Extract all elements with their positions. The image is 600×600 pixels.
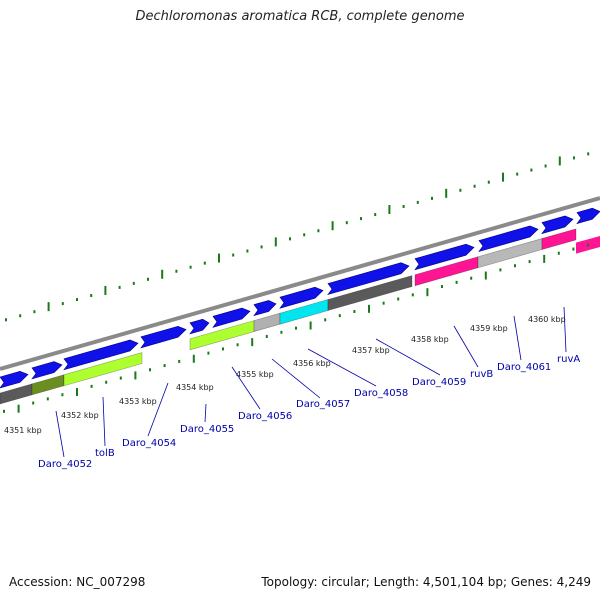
gene-label: Daro_4056 bbox=[238, 411, 292, 422]
reverse-gene bbox=[253, 312, 281, 333]
gene-label-leader bbox=[307, 348, 377, 387]
kbp-tick-label: 4355 kbp bbox=[236, 370, 274, 379]
forward-gene bbox=[189, 318, 210, 335]
reverse-gene bbox=[541, 228, 577, 250]
gene-label: tolB bbox=[95, 448, 115, 459]
gene-label-leader bbox=[231, 366, 261, 410]
kbp-tick-label: 4360 kbp bbox=[528, 315, 566, 324]
gene-label: Daro_4059 bbox=[412, 377, 466, 388]
kbp-tick-label: 4357 kbp bbox=[352, 346, 390, 355]
gene-label: Daro_4058 bbox=[354, 388, 408, 399]
gene-label: Daro_4052 bbox=[38, 459, 92, 470]
gene-label-leader bbox=[271, 358, 321, 399]
forward-gene-track bbox=[0, 207, 600, 389]
map-title: Dechloromonas aromatica RCB, complete ge… bbox=[135, 9, 465, 24]
gene-label: Daro_4057 bbox=[296, 399, 350, 410]
gene-label-leader bbox=[513, 315, 522, 361]
kbp-tick-label: 4354 kbp bbox=[176, 383, 214, 392]
gene-label: Daro_4061 bbox=[497, 362, 551, 373]
kbp-tick-label: 4358 kbp bbox=[411, 335, 449, 344]
kbp-tick-label: 4351 kbp bbox=[4, 426, 42, 435]
gene-label-leader bbox=[55, 410, 65, 458]
forward-gene bbox=[279, 286, 324, 309]
reverse-gene-track bbox=[0, 228, 600, 405]
forward-gene bbox=[414, 243, 475, 271]
forward-gene bbox=[253, 300, 277, 317]
kbp-ruler: 4351 kbp 4352 kbp 4353 kbp 4354 kbp 4355 kbp… bbox=[3, 243, 589, 435]
gene-label: Daro_4054 bbox=[122, 438, 176, 449]
reverse-gene bbox=[63, 352, 143, 387]
gene-label-leader bbox=[563, 306, 567, 353]
forward-gene bbox=[140, 325, 187, 349]
genome-summary-label: Topology: circular; Length: 4,501,104 bp… bbox=[261, 575, 591, 589]
forward-gene bbox=[478, 225, 539, 253]
forward-gene bbox=[327, 262, 410, 296]
kbp-tick-label: 4352 kbp bbox=[61, 411, 99, 420]
reverse-gene bbox=[327, 275, 413, 311]
gene-label: ruvB bbox=[470, 369, 493, 380]
gc-skew-track bbox=[5, 152, 590, 322]
forward-gene bbox=[576, 207, 600, 225]
kbp-tick-label: 4353 kbp bbox=[119, 397, 157, 406]
gene-label-leader bbox=[453, 325, 479, 368]
kbp-tick-label: 4359 kbp bbox=[470, 324, 508, 333]
backbone-line bbox=[0, 196, 600, 371]
forward-gene bbox=[31, 361, 63, 380]
forward-gene bbox=[0, 370, 29, 389]
gene-label: ruvA bbox=[557, 354, 580, 365]
forward-gene bbox=[541, 215, 574, 235]
forward-gene bbox=[212, 307, 251, 328]
kbp-tick-label: 4356 kbp bbox=[293, 359, 331, 368]
accession-label: Accession: NC_007298 bbox=[9, 575, 146, 589]
backbone-track bbox=[0, 196, 600, 371]
gene-label-leader bbox=[102, 396, 106, 447]
gene-label-leader bbox=[147, 382, 169, 437]
gene-label: Daro_4055 bbox=[180, 424, 234, 435]
forward-gene bbox=[63, 339, 139, 371]
gene-label-leader bbox=[204, 403, 207, 423]
gene-label-leader bbox=[375, 338, 441, 376]
